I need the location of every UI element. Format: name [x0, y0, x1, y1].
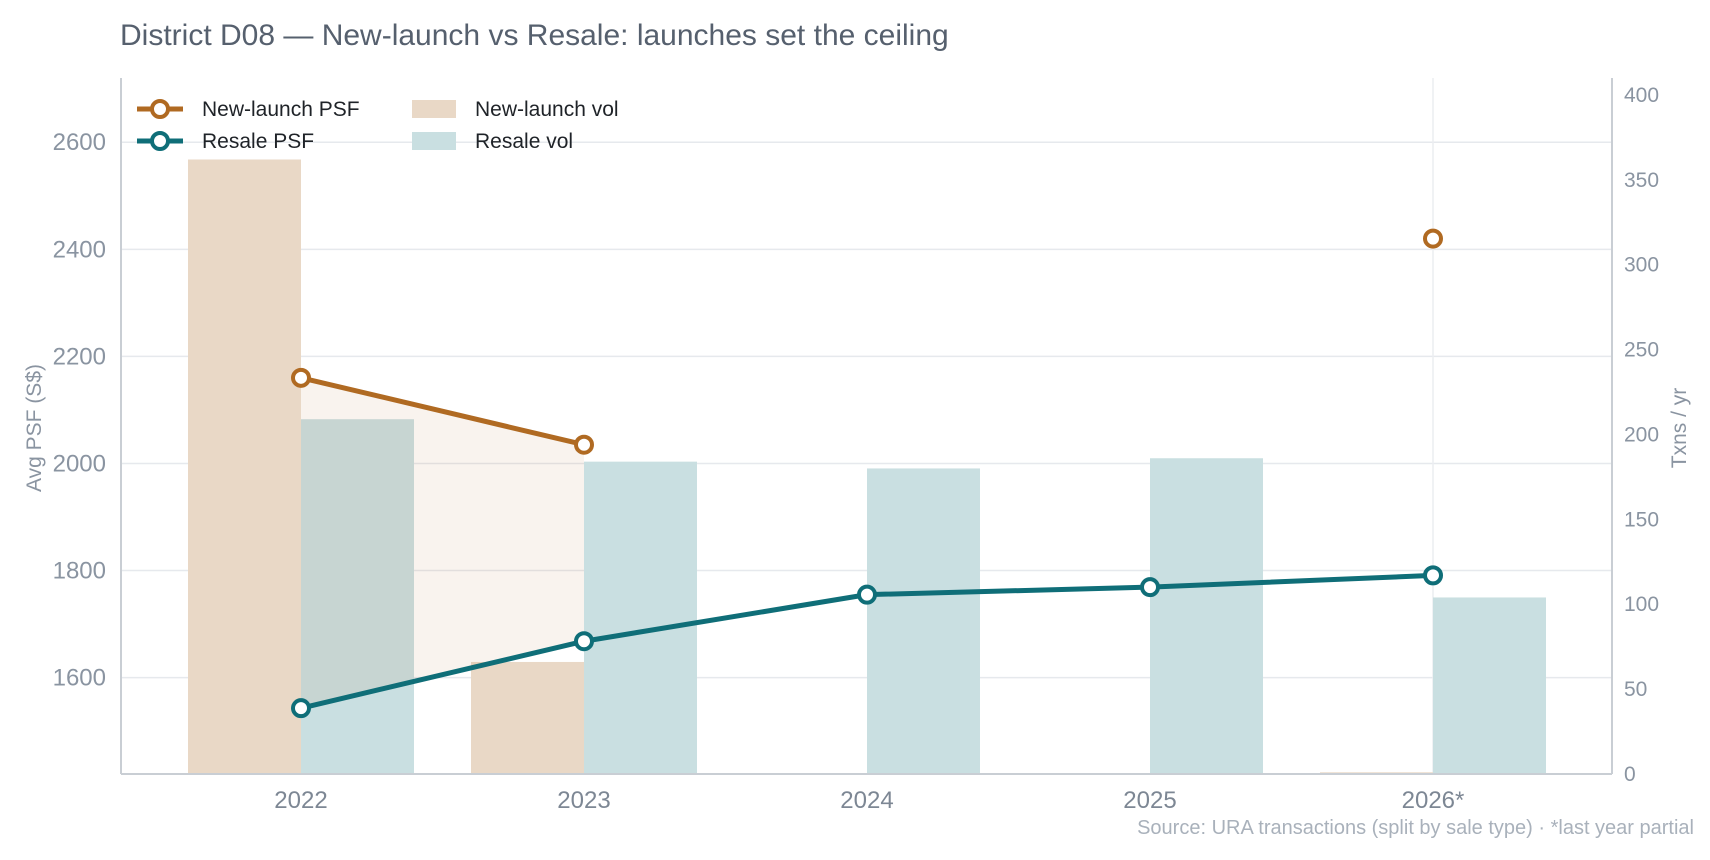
legend-label: Resale PSF: [202, 130, 314, 153]
legend-label: New-launch vol: [475, 98, 619, 121]
new-launch-psf-point: [291, 367, 311, 388]
legend-swatch-bar: [412, 132, 456, 150]
new-launch-psf-point: [574, 434, 594, 455]
x-tick-label: 2024: [840, 787, 893, 814]
legend-label: New-launch PSF: [202, 98, 360, 121]
y-right-tick-label: 400: [1624, 84, 1659, 107]
bar-layer: [188, 159, 1546, 775]
y-left-tick-label: 1600: [53, 665, 106, 692]
bar-resale-vol: [301, 419, 414, 774]
y-left-tick-label: 2000: [53, 450, 106, 477]
y-right-tick-label: 250: [1624, 339, 1659, 362]
y-right-tick-label: 300: [1624, 254, 1659, 277]
x-tick-label: 2025: [1123, 787, 1176, 814]
x-tick-label: 2022: [274, 787, 327, 814]
y-right-tick-label: 50: [1624, 678, 1647, 701]
y-right-tick-label: 100: [1624, 593, 1659, 616]
source-note: Source: URA transactions (split by sale …: [1137, 817, 1694, 839]
y-right-tick-label: 0: [1624, 763, 1636, 786]
x-tick-label: 2023: [557, 787, 610, 814]
y-right-tick-label: 350: [1624, 169, 1659, 192]
y-left-tick-label: 2600: [53, 129, 106, 156]
axis-layer: 1600 1800 2000 2200 2400 2600 0 50 100 150 200 250 3…: [53, 78, 1659, 814]
bar-resale-vol: [584, 461, 697, 774]
chart-title: District D08 — New-launch vs Resale: lau…: [120, 19, 949, 52]
line-layer: [291, 228, 1443, 719]
bar-new-launch-vol: [188, 159, 301, 775]
y-axis-left-label: Avg PSF (S$): [23, 364, 46, 492]
legend-swatch-bar: [412, 100, 456, 118]
premium-band: [301, 377, 584, 709]
resale-psf-point: [1140, 577, 1160, 598]
legend-swatch-marker: [150, 99, 170, 119]
y-left-tick-label: 2200: [53, 343, 106, 370]
resale-psf-point: [857, 584, 877, 605]
resale-psf-point: [574, 631, 594, 652]
legend: New-launch PSF Resale PSF New-launch vol Re…: [137, 98, 619, 153]
premium-fill-layer: [301, 377, 584, 709]
legend-label: Resale vol: [475, 130, 573, 153]
bar-resale-vol: [1433, 597, 1546, 774]
legend-item: New-launch PSF: [137, 98, 360, 121]
new-launch-psf-point: [1423, 228, 1443, 249]
resale-psf-point: [1423, 565, 1443, 586]
bar-resale-vol: [867, 468, 980, 774]
x-tick-label: 2026*: [1402, 787, 1465, 814]
y-left-tick-label: 2400: [53, 236, 106, 263]
y-right-tick-label: 150: [1624, 508, 1659, 531]
bar-new-launch-vol: [471, 661, 584, 774]
bar-resale-vol: [1150, 458, 1263, 774]
y-right-tick-label: 200: [1624, 423, 1659, 446]
legend-swatch-marker: [150, 131, 170, 151]
y-axis-right-label: Txns / yr: [1668, 388, 1691, 469]
legend-item: New-launch vol: [412, 98, 619, 121]
legend-item: Resale vol: [412, 130, 573, 153]
legend-item: Resale PSF: [137, 130, 314, 153]
resale-psf-point: [291, 698, 311, 719]
y-left-tick-label: 1800: [53, 558, 106, 585]
new-launch-psf-line: [300, 375, 585, 448]
